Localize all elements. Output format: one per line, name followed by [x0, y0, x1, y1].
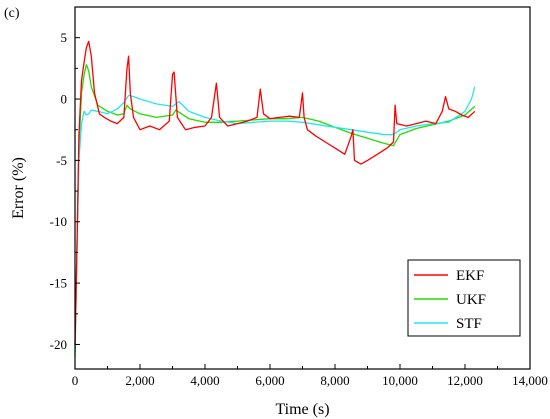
x-tick-label: 6,000 — [255, 373, 284, 388]
y-tick-label: 5 — [61, 30, 68, 45]
y-tick-label: -20 — [50, 337, 67, 352]
x-tick-label: 0 — [72, 373, 79, 388]
x-axis: 0 2,000 4,000 6,000 8,000 10,000 12,000 14,000 — [72, 364, 548, 388]
x-tick-label: 8,000 — [320, 373, 349, 388]
y-axis: -20 -15 -10 -5 0 5 — [50, 6, 80, 352]
y-tick-label: 0 — [61, 92, 68, 107]
legend-label-ekf: EKF — [456, 268, 484, 284]
x-tick-label: 12,000 — [447, 373, 483, 388]
panel-label: (c) — [4, 6, 20, 21]
legend-label-ukf: UKF — [456, 292, 486, 308]
legend-label-stf: STF — [456, 316, 482, 332]
x-tick-label: 14,000 — [512, 373, 548, 388]
series-layer — [74, 40, 476, 357]
y-tick-label: -15 — [50, 276, 67, 291]
x-tick-label: 2,000 — [125, 373, 154, 388]
x-axis-title: Time (s) — [275, 401, 329, 418]
series-line-ukf — [74, 64, 476, 357]
legend: EKF UKF STF — [407, 259, 521, 337]
x-tick-label: 10,000 — [382, 373, 418, 388]
x-tick-label: 4,000 — [190, 373, 219, 388]
series-line-stf — [74, 86, 476, 351]
y-tick-label: -5 — [56, 153, 67, 168]
y-axis-title: Error (%) — [10, 157, 27, 219]
series-line-ekf — [74, 40, 476, 345]
y-tick-label: -10 — [50, 214, 67, 229]
